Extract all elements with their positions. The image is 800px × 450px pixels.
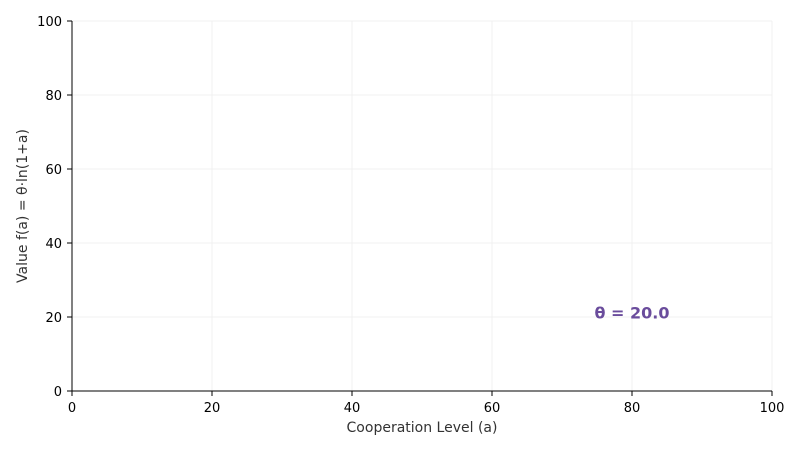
x-axis-title: Cooperation Level (a): [347, 420, 498, 436]
theta-annotation: θ = 20.0: [594, 303, 669, 322]
y-tick-label: 100: [37, 15, 62, 30]
x-ticks: 0 20 40 60 80 100: [68, 391, 785, 416]
x-tick-label: 80: [624, 401, 641, 416]
y-tick-label: 0: [54, 385, 62, 400]
x-tick-label: 0: [68, 401, 76, 416]
y-tick-label: 40: [45, 237, 62, 252]
y-tick-label: 20: [45, 311, 62, 326]
x-tick-label: 100: [760, 401, 785, 416]
grid: [71, 20, 773, 392]
axes: [71, 21, 772, 392]
x-tick-label: 40: [344, 401, 361, 416]
x-tick-label: 20: [204, 401, 221, 416]
y-tick-label: 60: [45, 163, 62, 178]
y-ticks: 0 20 40 60 80 100: [37, 15, 72, 400]
x-tick-label: 60: [484, 401, 501, 416]
y-tick-label: 80: [45, 89, 62, 104]
y-axis-title: Value f(a) = θ·ln(1+a): [15, 129, 31, 283]
annotations: θ = 20.0: [594, 303, 669, 322]
